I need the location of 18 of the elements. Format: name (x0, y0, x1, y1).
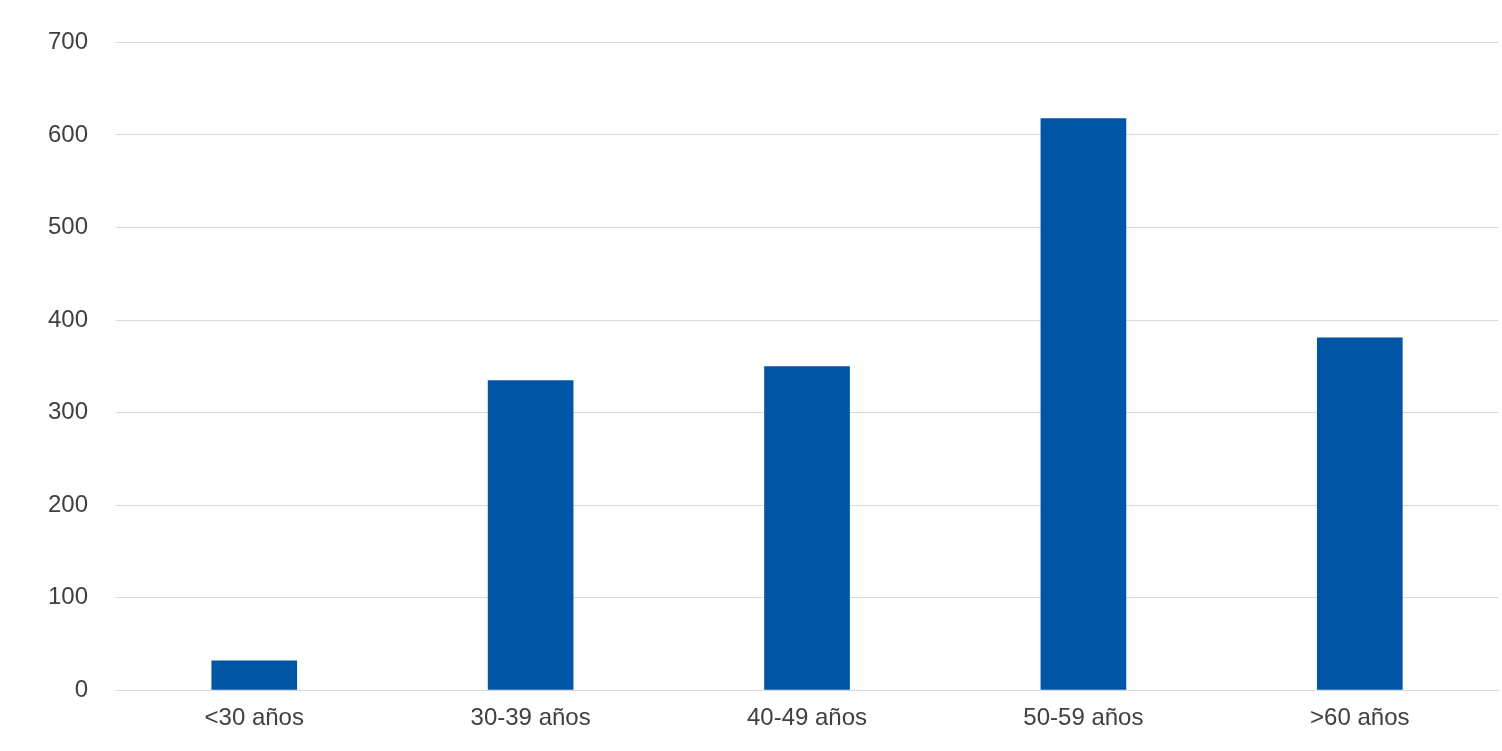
y-tick-label: 400 (48, 304, 89, 332)
y-tick-label: 500 (48, 212, 89, 240)
x-tick-label: >60 años (1310, 703, 1410, 731)
y-tick-label: 600 (48, 119, 89, 147)
bar (487, 380, 574, 690)
y-tick-label: 200 (48, 489, 89, 517)
y-tick-label: 300 (48, 397, 89, 425)
x-tick-label: 30-39 años (470, 703, 591, 731)
bar (211, 660, 298, 690)
x-tick-label: 40-49 años (746, 703, 868, 731)
x-tick-label: <30 años (204, 703, 304, 731)
x-tick-label: 50-59 años (1023, 703, 1144, 731)
y-tick-label: 100 (48, 582, 89, 610)
bar (1316, 337, 1403, 690)
y-tick-label: 700 (48, 27, 89, 55)
bar (1040, 118, 1127, 690)
bar (764, 366, 850, 690)
y-tick-label: 0 (74, 674, 89, 702)
